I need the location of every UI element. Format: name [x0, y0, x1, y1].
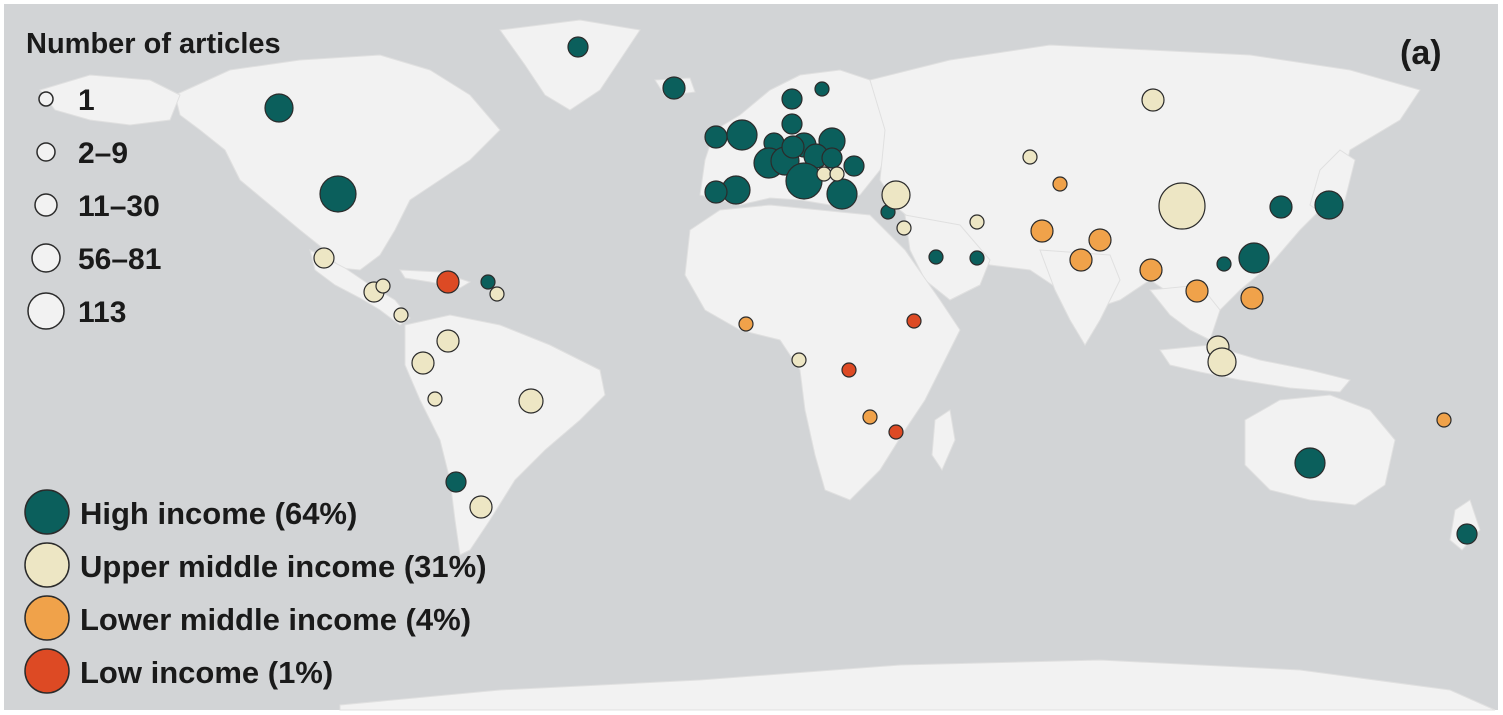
country-marker-high-9 [726, 119, 758, 151]
land-south-america [404, 314, 606, 556]
panel-label: (a) [1400, 34, 1442, 72]
land-antarctica [339, 659, 1496, 711]
country-marker-upper-middle-48 [489, 286, 505, 302]
size-legend-label-1: 1 [78, 84, 95, 117]
country-marker-high-15 [781, 135, 805, 159]
income-legend-label-high: High income (64%) [80, 496, 357, 531]
income-legend-label-upper-middle: Upper middle income (31%) [80, 549, 487, 584]
land-central-america [309, 249, 411, 326]
country-marker-high-30 [1294, 447, 1326, 479]
country-marker-lower-middle-61 [1240, 286, 1264, 310]
land-australia [1244, 394, 1396, 506]
country-marker-lower-middle-64 [1436, 412, 1452, 428]
country-marker-upper-middle-53 [469, 495, 493, 519]
size-legend-circle-4 [31, 243, 61, 273]
country-marker-lower-middle-57 [1088, 228, 1112, 252]
land-arabia [904, 214, 991, 301]
country-marker-high-26 [1269, 195, 1293, 219]
country-marker-upper-middle-52 [518, 388, 544, 414]
size-legend-circle-1 [38, 91, 54, 107]
country-marker-lower-middle-59 [1139, 258, 1163, 282]
country-marker-low-66 [906, 313, 922, 329]
country-marker-high-5 [814, 81, 830, 97]
country-marker-high-3 [264, 93, 294, 123]
country-marker-upper-middle-54 [791, 352, 807, 368]
country-marker-high-17 [821, 147, 843, 169]
country-marker-low-67 [841, 362, 857, 378]
country-marker-upper-middle-49 [436, 329, 460, 353]
country-marker-high-32 [445, 471, 467, 493]
country-marker-lower-middle-58 [1069, 248, 1093, 272]
country-marker-upper-middle-37 [896, 220, 912, 236]
size-legend: Number of articles 1 2–9 11–30 56–81 113 [26, 28, 281, 330]
country-marker-upper-middle-38 [969, 214, 985, 230]
country-marker-upper-middle-50 [411, 351, 435, 375]
country-marker-upper-middle-51 [427, 391, 443, 407]
land-india [1039, 249, 1121, 346]
country-marker-lower-middle-60 [1185, 279, 1209, 303]
income-legend-label-low: Low income (1%) [80, 655, 333, 690]
size-legend-title: Number of articles [26, 28, 281, 60]
size-legend-circle-3 [34, 193, 58, 217]
country-marker-high-7 [781, 113, 803, 135]
country-marker-upper-middle-46 [375, 278, 391, 294]
country-marker-lower-middle-55 [1052, 176, 1068, 192]
size-legend-label-5: 113 [78, 296, 126, 329]
country-marker-upper-middle-36 [881, 180, 911, 210]
country-markers [264, 36, 1478, 545]
size-legend-label-4: 56–81 [78, 243, 161, 276]
country-marker-high-25 [969, 250, 985, 266]
land-greenland [499, 19, 641, 111]
country-marker-lower-middle-56 [1030, 219, 1054, 243]
country-marker-high-20 [704, 180, 728, 204]
country-marker-lower-middle-63 [862, 409, 878, 425]
income-legend: High income (64%) Upper middle income (3… [24, 489, 487, 694]
country-marker-high-2 [662, 76, 686, 100]
land-madagascar [931, 409, 956, 472]
land-indonesia [1159, 344, 1351, 393]
country-marker-high-8 [704, 125, 728, 149]
country-marker-low-68 [888, 424, 904, 440]
income-legend-swatch-low [24, 648, 70, 694]
size-legend-label-2: 2–9 [78, 137, 128, 170]
income-legend-swatch-high [24, 489, 70, 535]
country-marker-high-6 [781, 88, 803, 110]
country-marker-high-21 [785, 162, 823, 200]
country-marker-low-65 [436, 270, 460, 294]
country-marker-high-4 [319, 175, 357, 213]
country-marker-upper-middle-44 [313, 247, 335, 269]
country-marker-high-18 [843, 155, 865, 177]
country-marker-upper-middle-39 [816, 166, 832, 182]
country-marker-upper-middle-35 [1022, 149, 1038, 165]
income-legend-label-lower-middle: Lower middle income (4%) [80, 602, 471, 637]
country-marker-high-1 [567, 36, 589, 58]
size-legend-label-3: 11–30 [78, 190, 160, 223]
country-marker-lower-middle-62 [738, 316, 754, 332]
size-legend-circle-2 [36, 142, 56, 162]
country-marker-high-28 [1216, 256, 1232, 272]
country-marker-upper-middle-47 [393, 307, 409, 323]
income-legend-swatch-lower-middle [24, 595, 70, 641]
income-legend-swatch-upper-middle [24, 542, 70, 588]
country-marker-high-24 [928, 249, 944, 265]
country-marker-upper-middle-43 [1207, 347, 1237, 377]
country-marker-high-29 [1238, 242, 1270, 274]
country-marker-high-27 [1314, 190, 1344, 220]
country-marker-high-31 [1456, 523, 1478, 545]
country-marker-high-22 [826, 178, 858, 210]
land-north-america [174, 54, 501, 271]
country-marker-upper-middle-40 [829, 166, 845, 182]
country-marker-upper-middle-41 [1158, 182, 1206, 230]
land-alaska [39, 74, 181, 126]
size-legend-circle-5 [27, 292, 65, 330]
country-marker-high-33 [480, 274, 496, 290]
country-marker-upper-middle-34 [1141, 88, 1165, 112]
